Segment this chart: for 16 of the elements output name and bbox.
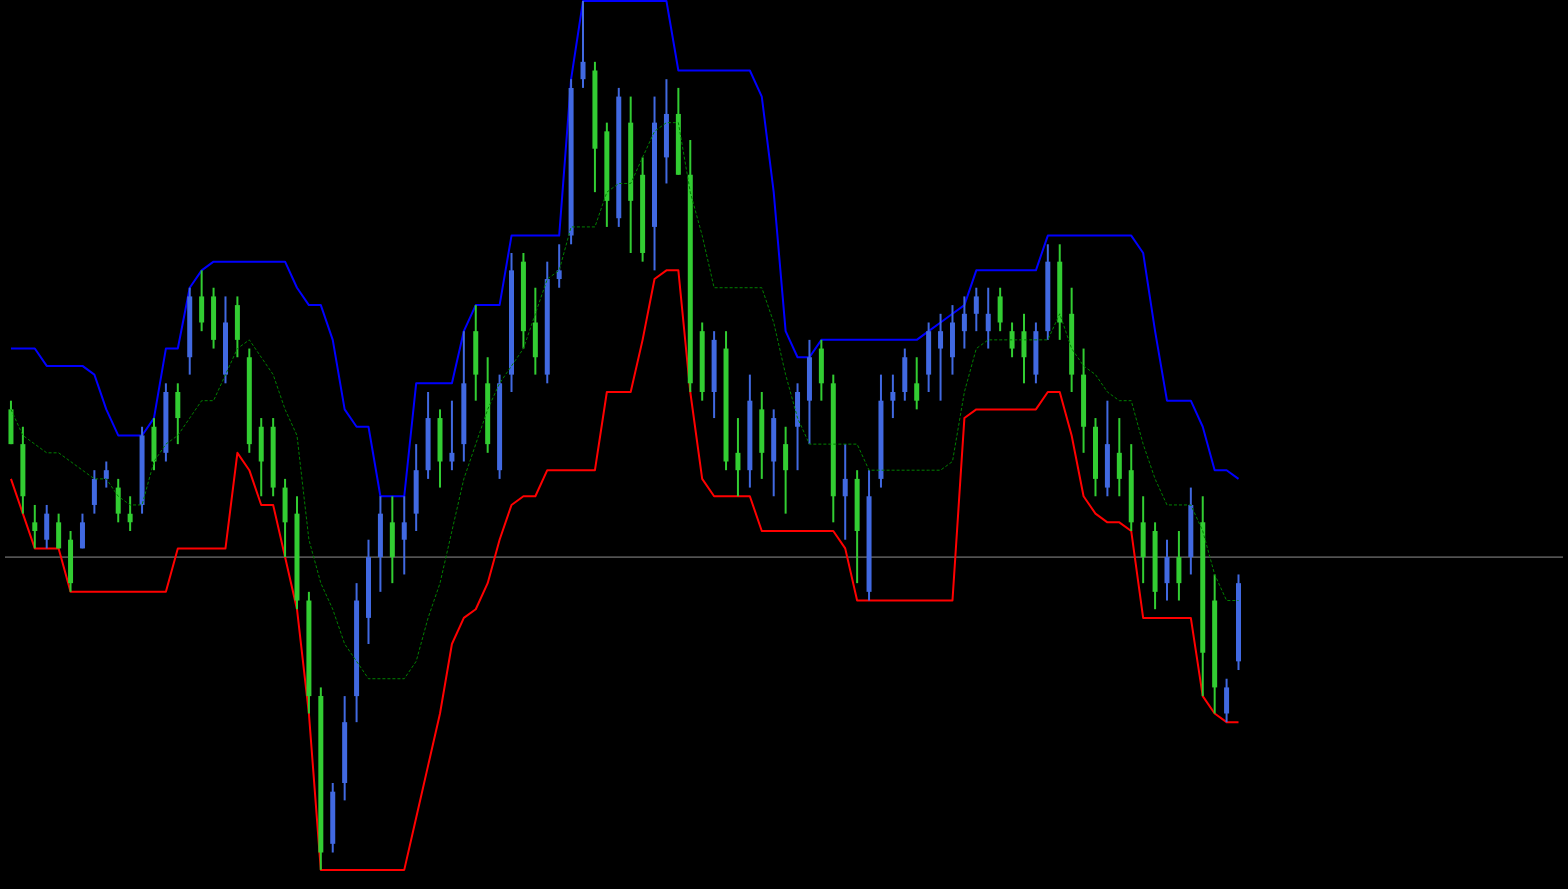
candlestick — [985, 286, 991, 350]
candlestick — [973, 286, 979, 333]
candlestick — [735, 417, 741, 498]
candlestick — [938, 312, 944, 402]
candlestick — [103, 460, 109, 489]
candlestick — [914, 356, 920, 411]
candlestick — [890, 373, 896, 420]
candlestick — [580, 0, 586, 89]
candlestick — [32, 503, 38, 550]
candlestick — [401, 495, 407, 576]
candlestick — [1009, 321, 1015, 359]
candlestick — [961, 295, 967, 350]
candlestick — [556, 243, 562, 289]
candlestick — [449, 399, 455, 472]
candlestick — [127, 495, 133, 533]
candlestick — [842, 443, 848, 541]
